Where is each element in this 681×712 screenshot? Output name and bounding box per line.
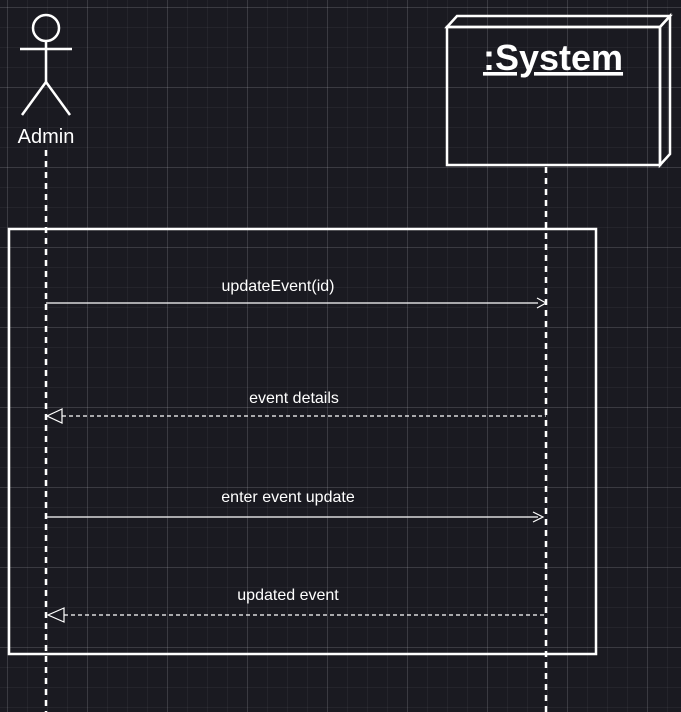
- interaction-frame[interactable]: [7, 227, 598, 656]
- system-node-front-face: [445, 25, 662, 167]
- message-label: enter event update: [221, 489, 355, 506]
- arrowhead-open-icon: [532, 511, 545, 523]
- system-node-top-face: [444, 14, 673, 29]
- system-node-side-face: [658, 12, 672, 169]
- message-enter-event-update[interactable]: enter event update: [46, 489, 545, 523]
- actor-admin[interactable]: Admin: [18, 13, 75, 148]
- message-updated-event[interactable]: updated event: [46, 587, 546, 623]
- actor-leg-right: [44, 81, 72, 116]
- message-label: updateEvent(id): [222, 278, 335, 295]
- arrowhead-hollow-icon: [46, 607, 65, 623]
- actor-leg-left: [20, 81, 48, 116]
- arrowhead-hollow-icon: [45, 408, 63, 424]
- message-update-event[interactable]: updateEvent(id): [46, 278, 548, 309]
- actor-head: [31, 13, 61, 43]
- system-label: :System: [483, 37, 623, 78]
- message-event-details[interactable]: event details: [45, 390, 546, 424]
- message-label: event details: [249, 390, 339, 407]
- actor-label: Admin: [18, 126, 75, 148]
- arrowhead-open-icon: [536, 297, 548, 309]
- system-node[interactable]: :System: [444, 12, 673, 169]
- message-label: updated event: [237, 587, 339, 604]
